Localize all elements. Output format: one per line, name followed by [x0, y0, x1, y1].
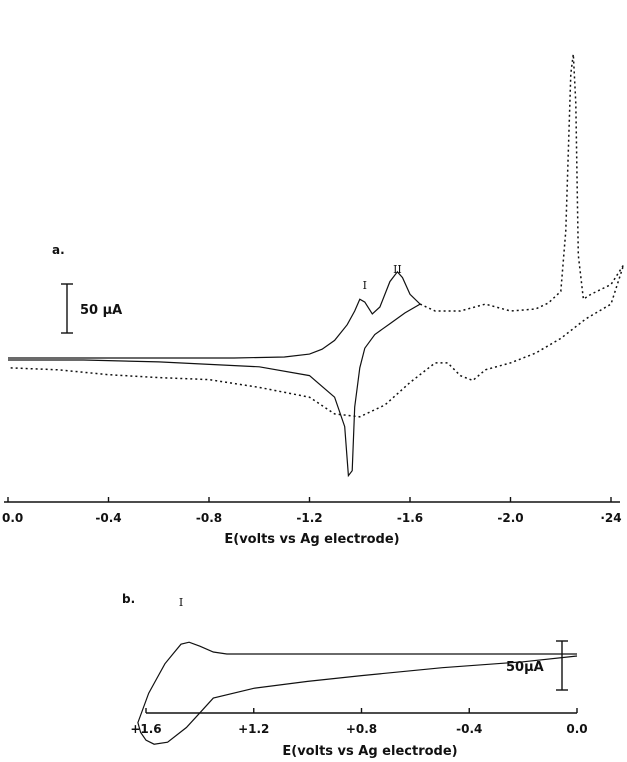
panel-b-peak-labels: I — [179, 596, 183, 609]
panel-b-label: b. — [122, 592, 135, 606]
panel-b-x-ticks: +1.6 +1.2 +0.8 -0.4 0.0 — [130, 708, 588, 736]
panel-a-peak-label: II — [393, 263, 402, 276]
panel-b-x-tick-label: +1.2 — [238, 722, 269, 736]
panel-a-x-axis-label: E(volts vs Ag electrode) — [224, 532, 399, 547]
panel-a-x-tick-label: -0.8 — [196, 511, 222, 525]
panel-b-peak-label: I — [179, 596, 183, 609]
panel-a-series-solid-0 — [8, 270, 422, 478]
panel-a-scale-bar: 50 μA — [61, 283, 122, 334]
panel-a: a. 50 μA III 0.0 -0.4 -0.8 -1.2 -1.6 -2.0·24 … — [2, 54, 625, 547]
panel-a-x-tick-label: ·24 — [600, 511, 621, 525]
panel-b-x-tick-label: +0.8 — [346, 722, 377, 736]
panel-b-x-tick-label: 0.0 — [566, 722, 587, 736]
panel-a-curves — [7, 54, 625, 478]
panel-a-label: a. — [52, 243, 65, 257]
panel-a-x-tick-label: -1.6 — [397, 511, 423, 525]
panel-a-peak-label: I — [363, 279, 367, 292]
panel-a-x-tick-label: 0.0 — [2, 511, 23, 525]
panel-a-x-ticks: 0.0 -0.4 -0.8 -1.2 -1.6 -2.0 ·24 — [2, 497, 622, 525]
panel-b-x-axis-label: E(volts vs Ag electrode) — [282, 744, 457, 759]
panel-a-x-tick-label: -1.2 — [296, 511, 322, 525]
panel-a-peak-labels: III — [363, 263, 402, 292]
panel-b-x-tick-label: +1.6 — [130, 722, 161, 736]
panel-b-x-tick-label: -0.4 — [456, 722, 482, 736]
panel-a-x-tick-label: -2.0 — [497, 511, 523, 525]
panel-b-scale-label: 50μA — [506, 660, 544, 675]
panel-b: b. 50μA I +1.6 +1.2 +0.8 -0.4 0.0 E(volts vs… — [122, 592, 588, 759]
panel-b-scale-bar: 50μA — [506, 640, 568, 691]
panel-b-series-solid-0 — [137, 641, 578, 745]
panel-a-x-tick-label: -0.4 — [95, 511, 121, 525]
panel-b-curves — [137, 641, 578, 745]
panel-a-series-dotted-1 — [7, 54, 625, 418]
panel-a-scale-label: 50 μA — [80, 303, 122, 318]
